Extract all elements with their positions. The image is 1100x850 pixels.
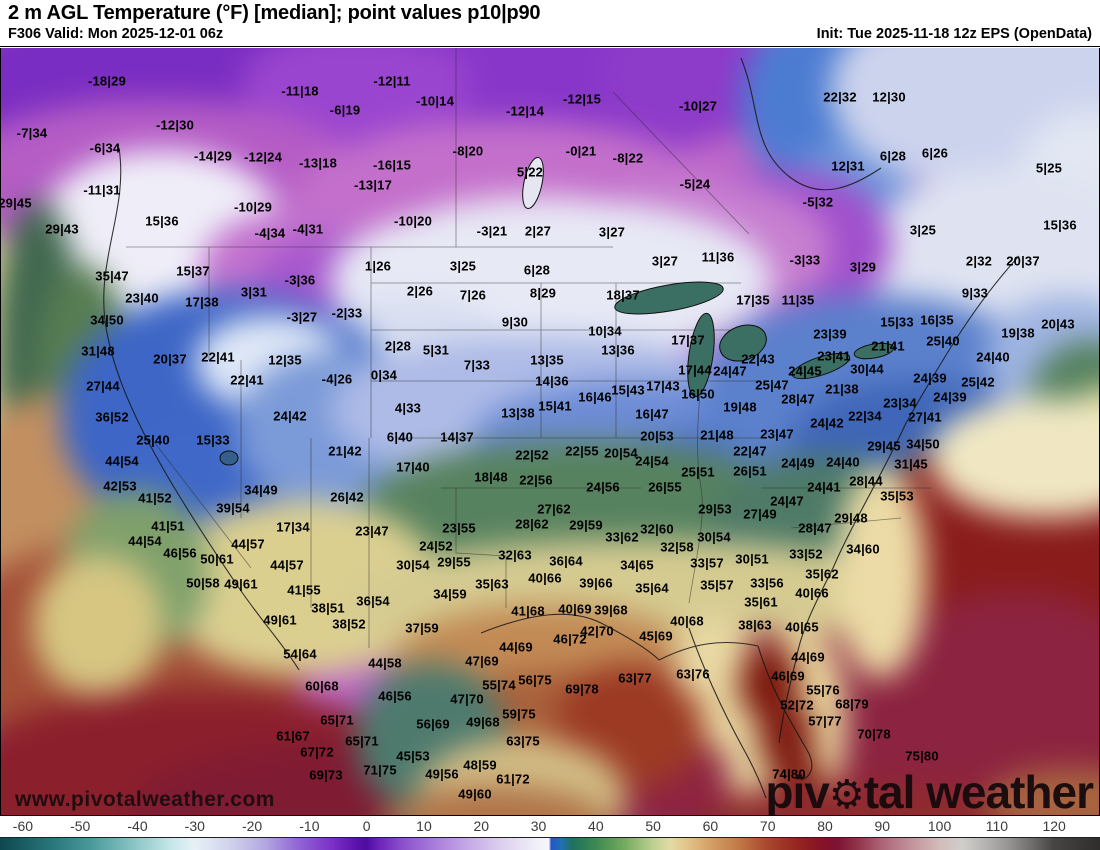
temperature-shading — [1, 48, 1099, 815]
colorbar-tick: -20 — [241, 818, 263, 834]
pivotal-weather-logo: piv⚙tal weather — [765, 766, 1094, 816]
colorbar-tick: 90 — [874, 818, 891, 834]
colorbar-tick: -60 — [12, 818, 34, 834]
valid-time-label: F306 Valid: Mon 2025-12-01 06z — [8, 26, 224, 42]
watermark-url: www.pivotalweather.com — [15, 788, 275, 811]
colorbar-tick: 70 — [759, 818, 776, 834]
colorbar-tick: 30 — [530, 818, 547, 834]
lake-superior — [614, 281, 724, 315]
map-borders — [103, 48, 1020, 799]
lake-ontario — [853, 342, 895, 360]
colorbar-tick: -40 — [127, 818, 148, 834]
colorbar-gradient — [0, 837, 1100, 850]
lake-michigan — [687, 312, 715, 398]
colorbar-tick: 0 — [362, 818, 371, 834]
page-title: 2 m AGL Temperature (°F) [median]; point… — [8, 2, 541, 24]
colorbar-tick: 60 — [702, 818, 719, 834]
logo-text-left: piv — [765, 766, 829, 816]
header: 2 m AGL Temperature (°F) [median]; point… — [0, 0, 1100, 47]
lake-huron — [719, 324, 767, 362]
colorbar-tick: -10 — [299, 818, 320, 834]
colorbar-tick: -30 — [184, 818, 205, 834]
colorbar-tick: 20 — [473, 818, 490, 834]
great-salt-lake — [219, 450, 239, 466]
init-time-label: Init: Tue 2025-11-18 12z EPS (OpenData) — [816, 26, 1092, 42]
colorbar-tick: 10 — [416, 818, 432, 834]
colorbar-tick: 120 — [1042, 818, 1066, 834]
colorbar-tick: 80 — [817, 818, 833, 834]
colorbar-tick: -50 — [70, 818, 91, 834]
colorbar-tick: 110 — [985, 818, 1009, 834]
lake-erie — [791, 352, 851, 380]
colorbar-tick-labels: -60 -50 -40 -30 -20 -10 0 10 20 30 40 50 60 70 80 90 100… — [0, 816, 1100, 837]
temperature-map: www.pivotalweather.com piv⚙tal weather — [0, 48, 1100, 816]
colorbar-tick: 40 — [588, 818, 604, 834]
logo-text-right: tal weather — [863, 766, 1094, 816]
colorbar-tick: 50 — [645, 818, 661, 834]
gear-icon: ⚙ — [828, 773, 865, 816]
colorbar-tick: 100 — [927, 818, 952, 834]
lake-winnipeg — [522, 156, 544, 210]
